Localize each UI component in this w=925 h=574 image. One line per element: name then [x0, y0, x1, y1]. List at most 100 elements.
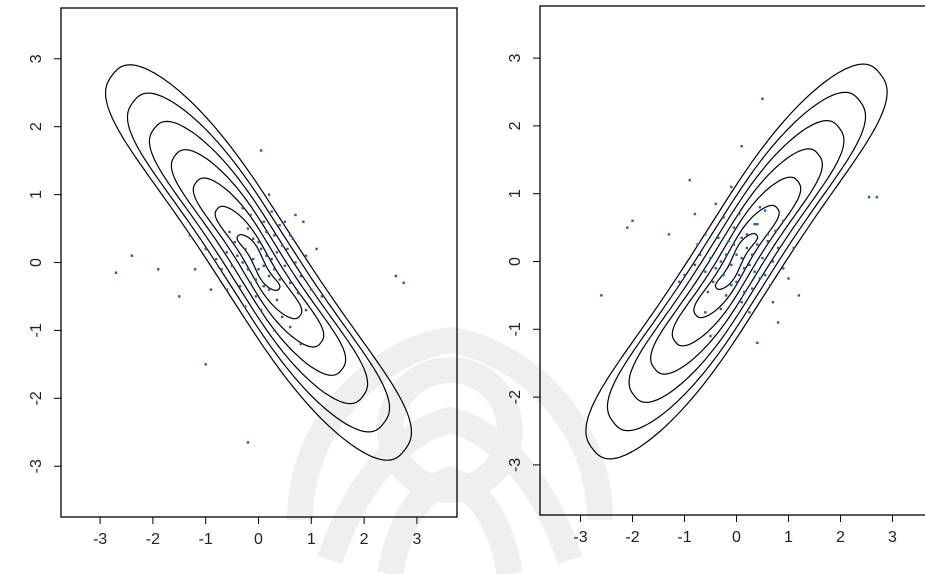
data-point [797, 294, 801, 297]
x-tick-label: 0 [732, 529, 741, 546]
data-point [288, 325, 292, 329]
data-point [763, 209, 767, 212]
data-point [220, 268, 223, 271]
contour-line [214, 205, 303, 320]
data-point [259, 247, 263, 251]
data-point [631, 219, 634, 223]
plot-frame [539, 5, 925, 516]
data-point [743, 290, 746, 294]
data-point [259, 149, 263, 152]
data-point [740, 236, 743, 239]
y-tick-label: 1 [28, 190, 45, 199]
density-contours [585, 63, 888, 460]
contour-line [170, 149, 347, 376]
data-point [735, 280, 738, 284]
data-point [737, 212, 741, 216]
data-point [753, 270, 756, 273]
data-point [241, 261, 244, 264]
data-point [114, 271, 118, 274]
data-point [683, 273, 686, 277]
data-point [761, 97, 764, 100]
x-tick-label: 1 [784, 529, 793, 546]
data-point [771, 260, 775, 263]
data-point [262, 220, 265, 223]
contour-line [606, 91, 867, 432]
data-point [667, 233, 671, 236]
data-point [225, 251, 229, 254]
data-point [246, 227, 250, 230]
data-point [745, 246, 749, 250]
contour-line [148, 120, 369, 405]
data-point [688, 178, 691, 182]
data-point [270, 210, 273, 213]
data-point [230, 264, 234, 268]
data-point [709, 256, 712, 260]
y-tick-label: -3 [507, 458, 524, 472]
data-point [782, 219, 785, 223]
data-point [278, 223, 281, 227]
data-point [769, 284, 772, 287]
data-point [304, 308, 308, 312]
data-point [867, 195, 871, 199]
y-tick-label: 2 [28, 122, 45, 131]
data-point [730, 185, 733, 189]
data-point [756, 341, 759, 345]
data-point [262, 264, 265, 268]
data-point [254, 278, 258, 281]
data-point [275, 298, 279, 302]
data-point [766, 233, 769, 236]
scatter-points [114, 149, 405, 444]
x-axis: -3 -2 -1 0 1 2 3 [573, 514, 897, 546]
data-point [304, 254, 308, 257]
data-point [402, 281, 405, 285]
data-point [740, 256, 743, 260]
data-point [709, 334, 712, 338]
x-tick-label: -1 [199, 531, 213, 548]
y-tick-label: -2 [28, 391, 45, 405]
data-point [704, 311, 707, 314]
data-point [678, 280, 681, 284]
data-point [756, 243, 759, 246]
data-point [283, 220, 287, 223]
data-point [178, 295, 181, 298]
data-point [740, 145, 743, 148]
y-tick-label: -2 [507, 390, 524, 404]
data-point [267, 274, 271, 278]
right-panel: -3 -2 -1 0 1 2 3 -3 -2 -1 0 1 2 3 [507, 5, 925, 546]
data-point [730, 284, 733, 287]
x-tick-label: 1 [307, 531, 316, 548]
x-tick-label: -2 [146, 531, 160, 548]
data-point [257, 268, 260, 271]
contour-line [671, 176, 802, 347]
data-point [719, 307, 723, 311]
data-point [761, 256, 764, 260]
data-point [711, 280, 715, 284]
data-point [241, 206, 244, 210]
data-point [275, 251, 279, 254]
data-point [782, 267, 785, 270]
contour-line [693, 204, 780, 319]
data-point [714, 267, 717, 270]
data-point [236, 254, 239, 257]
data-point [875, 195, 879, 199]
density-contours [105, 64, 412, 461]
data-point [244, 247, 247, 251]
x-tick-label: 2 [360, 531, 369, 548]
data-point [600, 294, 603, 297]
x-tick-label: 2 [836, 529, 845, 546]
data-point [204, 247, 207, 251]
y-tick-label: 0 [507, 257, 524, 266]
data-point [315, 247, 318, 251]
scatter-points [600, 97, 879, 345]
data-point [265, 230, 268, 234]
data-point [776, 321, 780, 324]
data-point [758, 206, 762, 209]
data-point [756, 223, 759, 226]
y-tick-label: 0 [28, 258, 45, 267]
data-point [745, 233, 749, 236]
x-tick-label: -2 [625, 529, 639, 546]
contour-line [236, 234, 281, 291]
y-axis: -3 -2 -1 0 1 2 3 [507, 54, 541, 472]
contour-line [714, 233, 759, 290]
data-point [244, 305, 247, 308]
